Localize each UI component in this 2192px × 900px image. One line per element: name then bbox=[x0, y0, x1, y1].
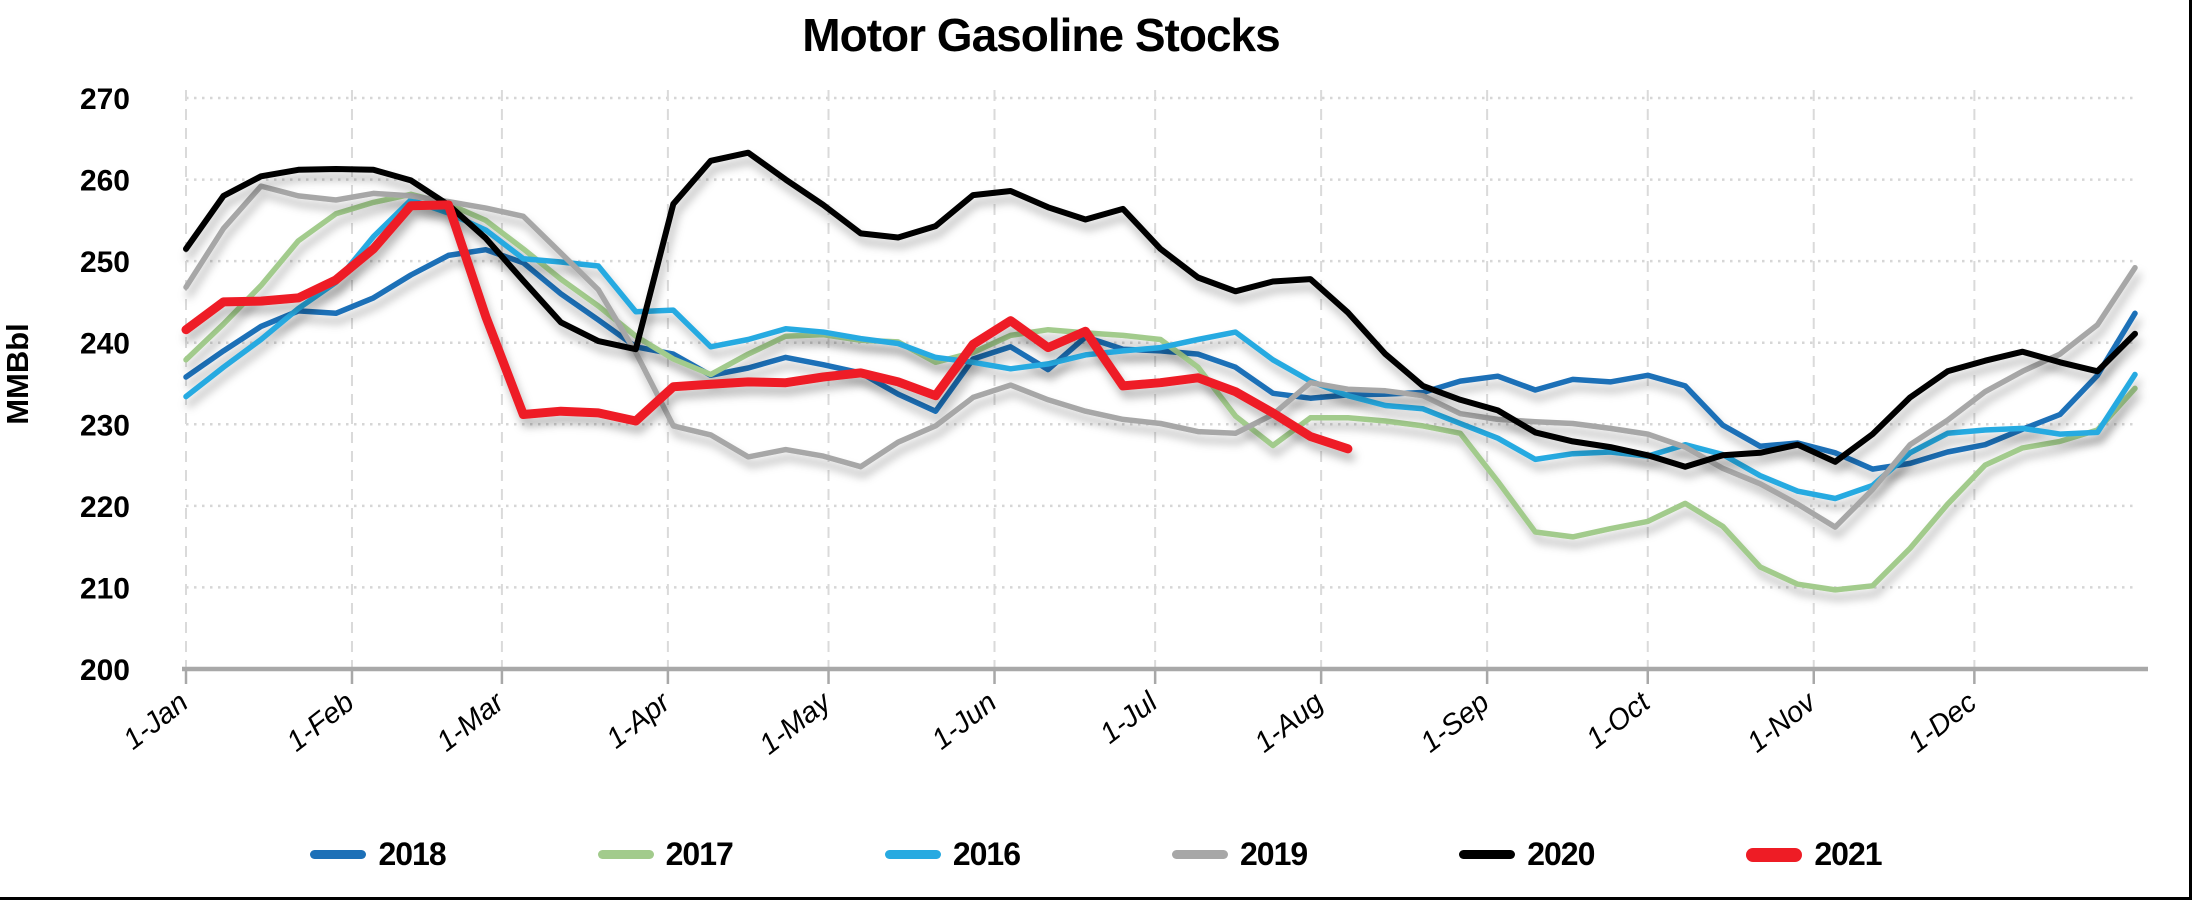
legend-item-2021: 2021 bbox=[1746, 836, 1883, 873]
series-line-2017 bbox=[183, 191, 2138, 593]
x-tick-label-1-Feb: 1-Feb bbox=[281, 686, 360, 758]
legend-label-2019: 2019 bbox=[1240, 836, 1308, 872]
legend-item-2016: 2016 bbox=[884, 836, 1021, 873]
legend-label-2021: 2021 bbox=[1814, 836, 1882, 872]
y-tick-label-270: 270 bbox=[80, 83, 130, 116]
x-tick-label-1-Apr: 1-Apr bbox=[601, 685, 678, 755]
x-tick-label-1-Aug: 1-Aug bbox=[1249, 686, 1330, 759]
legend-label-2017: 2017 bbox=[665, 836, 734, 872]
legend-swatch-2016 bbox=[884, 850, 941, 859]
series-line-2016 bbox=[183, 197, 2138, 502]
x-tick-label-1-Jun: 1-Jun bbox=[926, 686, 1003, 756]
y-tick-label-260: 260 bbox=[80, 165, 130, 198]
y-tick-label-210: 210 bbox=[80, 572, 130, 605]
x-tick-label-1-Mar: 1-Mar bbox=[431, 685, 511, 758]
x-tick-label-1-May: 1-May bbox=[754, 685, 838, 761]
y-tick-label-200: 200 bbox=[80, 654, 130, 687]
x-tick-label-1-Jan: 1-Jan bbox=[117, 686, 194, 756]
y-tick-label-220: 220 bbox=[80, 491, 130, 524]
y-tick-label-240: 240 bbox=[80, 328, 130, 361]
y-tick-label-250: 250 bbox=[80, 246, 130, 279]
x-tick-label-1-Jul: 1-Jul bbox=[1094, 685, 1164, 750]
y-tick-label-230: 230 bbox=[80, 409, 130, 442]
legend-label-2018: 2018 bbox=[378, 836, 446, 872]
legend-swatch-2018 bbox=[310, 850, 367, 859]
legend-item-2020: 2020 bbox=[1459, 836, 1595, 873]
x-tick-label-1-Oct: 1-Oct bbox=[1580, 685, 1657, 755]
series-line-2019 bbox=[183, 183, 2138, 530]
x-tick-label-1-Nov: 1-Nov bbox=[1741, 685, 1823, 759]
legend-swatch-2020 bbox=[1459, 850, 1516, 859]
x-tick-label-1-Dec: 1-Dec bbox=[1902, 686, 1983, 759]
x-tick-label-1-Sep: 1-Sep bbox=[1415, 686, 1496, 759]
legend: 2018 2017 2016 2019 2020 2021 bbox=[0, 836, 2189, 873]
legend-label-2016: 2016 bbox=[952, 836, 1021, 872]
series-line-2018 bbox=[183, 246, 2138, 472]
legend-swatch-2019 bbox=[1172, 850, 1228, 859]
legend-label-2020: 2020 bbox=[1527, 836, 1595, 872]
legend-item-2019: 2019 bbox=[1172, 836, 1308, 873]
legend-swatch-2021 bbox=[1746, 847, 1803, 862]
legend-item-2017: 2017 bbox=[597, 836, 734, 873]
series-line-2020 bbox=[183, 149, 2138, 470]
series-line-2021 bbox=[181, 200, 1353, 454]
legend-item-2018: 2018 bbox=[310, 836, 447, 873]
legend-swatch-2017 bbox=[597, 850, 654, 859]
chart-title: Motor Gasoline Stocks bbox=[802, 9, 1280, 61]
